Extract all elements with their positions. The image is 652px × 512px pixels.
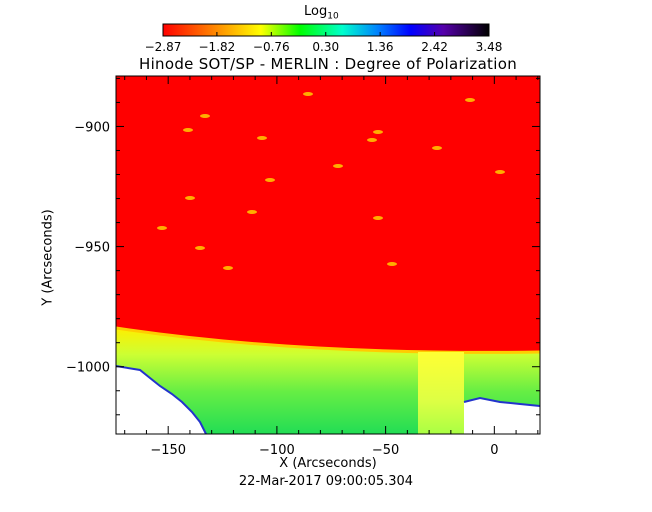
y-axis-label: Y (Arcseconds) bbox=[40, 209, 56, 306]
plage-spot bbox=[183, 128, 193, 132]
plage-spot bbox=[195, 246, 205, 250]
plage-spot bbox=[495, 170, 505, 174]
plage-spot bbox=[367, 138, 377, 142]
x-tick-label: 0 bbox=[490, 443, 498, 458]
x-tick-label: −100 bbox=[259, 443, 295, 458]
colorbar-tick-label: −0.76 bbox=[253, 40, 290, 54]
plage-spot bbox=[257, 136, 267, 140]
plage-spot bbox=[432, 146, 442, 150]
colorbar-tick-label: 2.42 bbox=[421, 40, 448, 54]
plage-spot bbox=[333, 164, 343, 168]
chart-title: Hinode SOT/SP - MERLIN : Degree of Polar… bbox=[138, 55, 517, 73]
x-tick-label: −150 bbox=[150, 443, 186, 458]
plage-spot bbox=[465, 98, 475, 102]
timestamp-footer: 22-Mar-2017 09:00:05.304 bbox=[238, 474, 414, 489]
plage-spot bbox=[387, 262, 397, 266]
off-limb-edge-left bbox=[116, 365, 207, 434]
plage-spots bbox=[157, 92, 505, 270]
y-tick-label: −900 bbox=[74, 120, 110, 135]
plage-spot bbox=[373, 130, 383, 134]
x-axis-label: X (Arcseconds) bbox=[279, 456, 377, 471]
plage-spot bbox=[303, 92, 313, 96]
colorbar-label-subscript: 10 bbox=[327, 11, 339, 22]
plage-spot bbox=[247, 210, 257, 214]
colorbar-tick-label: 0.30 bbox=[312, 40, 339, 54]
off-limb-white-right bbox=[464, 398, 540, 434]
off-limb-edge-right bbox=[463, 396, 540, 407]
colorbar-tick-label: 1.36 bbox=[367, 40, 394, 54]
colorbar-tick-label: −1.82 bbox=[199, 40, 236, 54]
colorbar-label: Log bbox=[304, 4, 328, 19]
y-tick-label: −950 bbox=[74, 241, 110, 256]
plage-spot bbox=[265, 178, 275, 182]
colorbar-tick-label: −2.87 bbox=[145, 40, 182, 54]
x-tick-label: −50 bbox=[372, 443, 399, 458]
colorbar-title: Log10 bbox=[304, 4, 339, 22]
limb-edge bbox=[116, 326, 540, 354]
plage-spot bbox=[185, 196, 195, 200]
y-tick-label: −1000 bbox=[66, 361, 110, 376]
plage-spot bbox=[157, 226, 167, 230]
bright-strip bbox=[418, 352, 464, 434]
plot-frame bbox=[115, 75, 541, 435]
off-limb-white-left bbox=[116, 366, 206, 434]
colorbar: −2.87 −1.82 −0.76 0.30 1.36 2.42 3.48 bbox=[145, 23, 503, 54]
plage-spot bbox=[373, 216, 383, 220]
plage-spot bbox=[223, 266, 233, 270]
plage-spot bbox=[200, 114, 210, 118]
colorbar-tick-label: 3.48 bbox=[476, 40, 503, 54]
